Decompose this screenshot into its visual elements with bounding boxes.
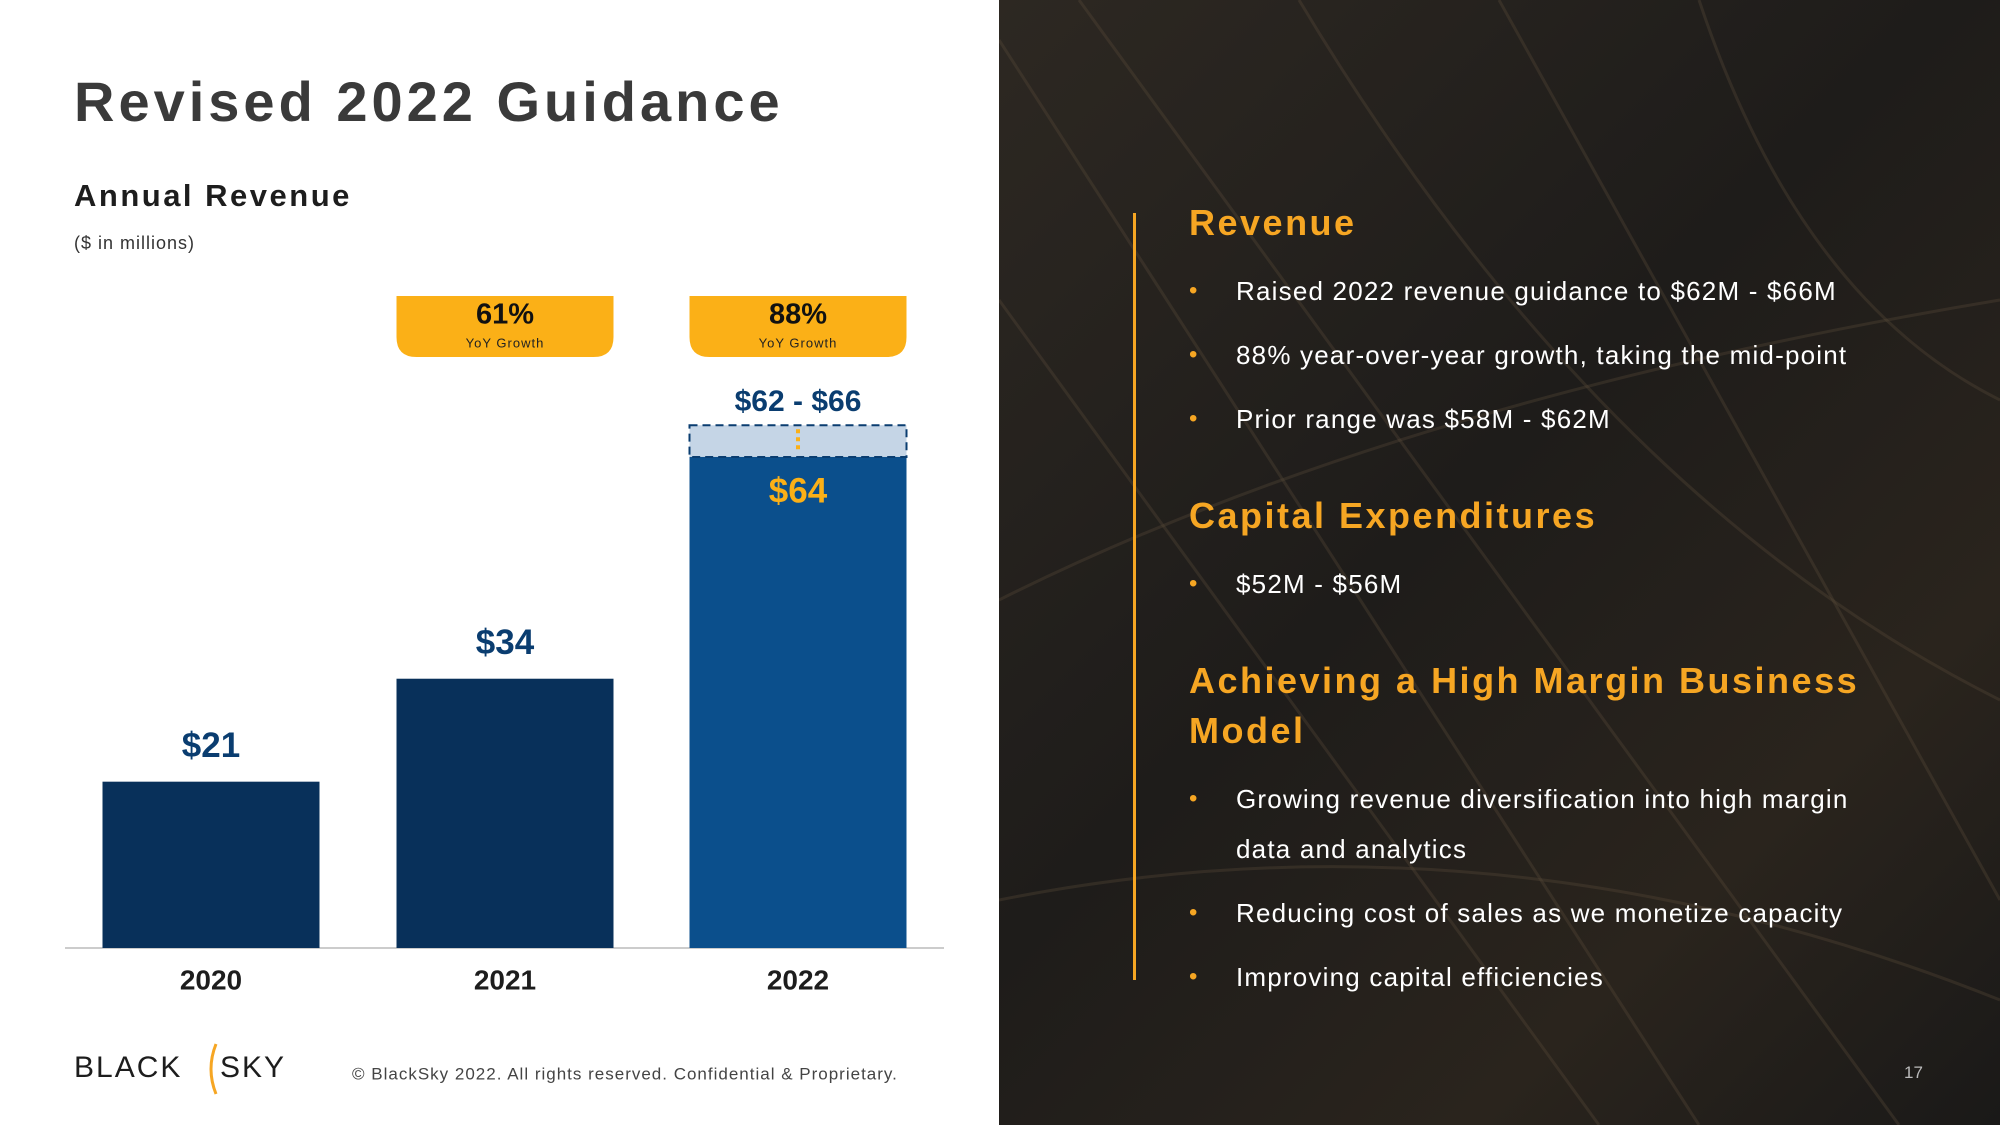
bullet: Improving capital efficiencies (1189, 952, 1886, 1002)
side-panel: Revenue Raised 2022 revenue guidance to $… (999, 0, 2000, 1125)
bullet-list: $52M - $56M (1189, 559, 1969, 609)
growth-badge (689, 296, 907, 357)
copyright: © BlackSky 2022. All rights reserved. Co… (352, 1064, 898, 1083)
x-tick-label: 2020 (180, 964, 242, 995)
value-label: $21 (182, 726, 240, 765)
growth-label: 88% (769, 299, 827, 331)
range-label: $62 - $66 (735, 385, 862, 418)
bar (689, 441, 907, 948)
chart: Revised 2022 Guidance Annual Revenue ($ … (65, 70, 944, 1095)
page-number: 17 (1904, 1063, 1923, 1082)
section-heading: Revenue (1189, 202, 1357, 243)
bullet-list: Growing revenue diversification into hig… (1189, 774, 1969, 1002)
x-tick-label: 2022 (767, 964, 829, 995)
value-label: $34 (476, 623, 535, 662)
bullet: Prior range was $58M - $62M (1189, 394, 1886, 444)
logo-mark (209, 1043, 218, 1095)
section: Capital Expenditures $52M - $56M (1189, 491, 1969, 609)
bullet: Raised 2022 revenue guidance to $62M - $… (1189, 266, 1886, 316)
bullet: Reducing cost of sales as we monetize ca… (1189, 888, 1886, 938)
logo: SKY (220, 1051, 286, 1084)
x-tick-label: 2021 (474, 964, 536, 995)
bar (396, 678, 614, 948)
section: Revenue Raised 2022 revenue guidance to $… (1189, 198, 1969, 444)
chart-title: Annual Revenue (74, 178, 352, 213)
sections: Revenue Raised 2022 revenue guidance to $… (1189, 198, 1969, 1049)
section-heading: Achieving a High Margin Business Model (1189, 660, 1860, 751)
slide-title: Revised 2022 Guidance (74, 70, 784, 133)
bullet: $52M - $56M (1189, 559, 1886, 609)
growth-label: 61% (476, 299, 534, 331)
bullet-list: Raised 2022 revenue guidance to $62M - $… (1189, 266, 1969, 444)
accent-line (1133, 213, 1136, 980)
logo: BLACK (74, 1051, 182, 1084)
section: Achieving a High Margin Business Model Gr… (1189, 656, 1969, 1002)
bar (102, 781, 320, 948)
bullet: 88% year-over-year growth, taking the mi… (1189, 330, 1886, 380)
bullet: Growing revenue diversification into hig… (1189, 774, 1886, 874)
growth-caption: YoY Growth (466, 335, 545, 350)
growth-badge (396, 296, 614, 357)
chart-subtitle: ($ in millions) (74, 233, 195, 253)
value-label: $64 (769, 471, 828, 510)
growth-caption: YoY Growth (759, 335, 838, 350)
section-heading: Capital Expenditures (1189, 495, 1598, 536)
